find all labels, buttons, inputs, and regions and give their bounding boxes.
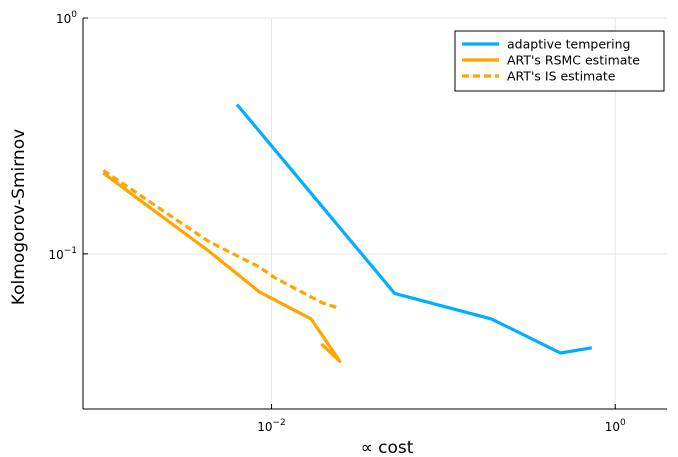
y-axis-title: Kolmogorov-Smirnov [9, 129, 29, 305]
y-tick-label: 10−1 [48, 246, 77, 262]
x-axis-title: ∝ cost [361, 438, 414, 457]
y-tick-label: 100 [56, 10, 77, 26]
x-tick-label: 10−2 [257, 418, 286, 434]
legend-label: ART's RSMC estimate [507, 53, 640, 68]
series-line-1 [235, 103, 593, 355]
series-layer [102, 103, 593, 363]
axes-layer [82, 18, 667, 410]
legend-label: ART's IS estimate [507, 69, 616, 84]
legend-label: adaptive tempering [507, 37, 631, 52]
ticks-layer: 10−2 100 10−1 100 [48, 10, 626, 434]
x-tick-label: 100 [605, 418, 626, 434]
series-line-2 [102, 171, 342, 363]
series-line-3 [102, 169, 339, 310]
